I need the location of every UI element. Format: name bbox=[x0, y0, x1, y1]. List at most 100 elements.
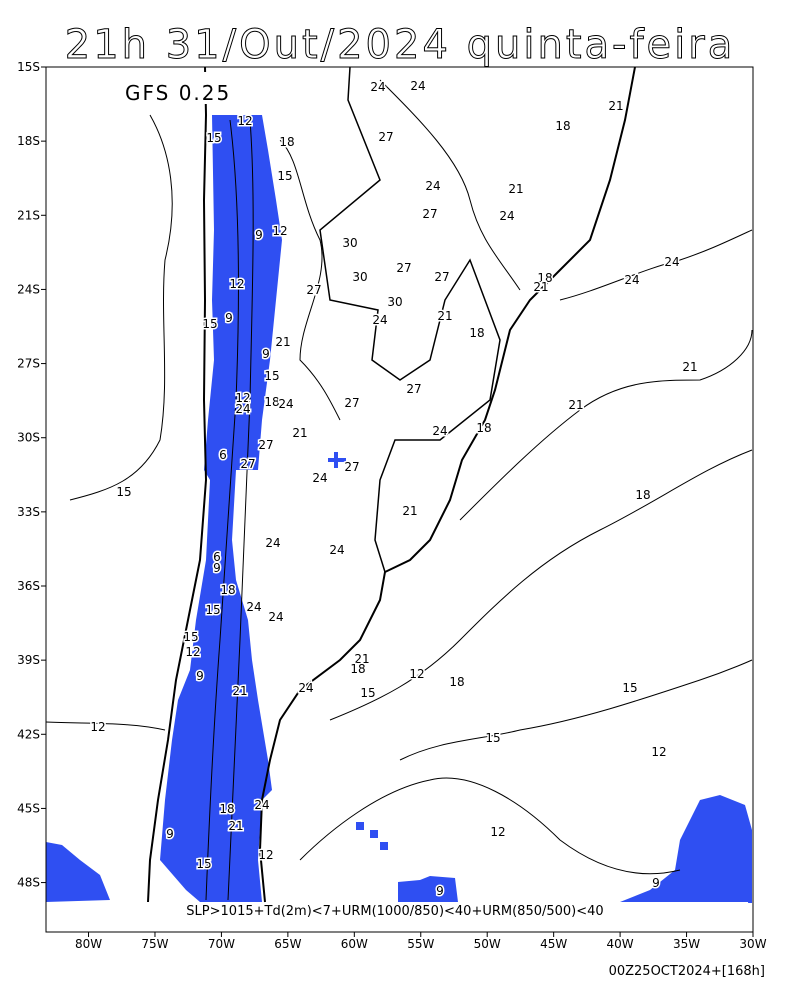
lat-tick-label: 36S bbox=[17, 579, 40, 593]
lon-tick-label: 55W bbox=[407, 937, 434, 951]
contour-label: 21 bbox=[682, 360, 697, 374]
contour-label: 21 bbox=[292, 426, 307, 440]
contour-label: 12 bbox=[409, 667, 424, 681]
contour-label: 24 bbox=[278, 397, 293, 411]
contour-label: 15 bbox=[277, 169, 292, 183]
contour-label: 15 bbox=[205, 603, 220, 617]
contour-label: 27 bbox=[306, 283, 321, 297]
contour-label: 24 bbox=[329, 543, 344, 557]
shaded-andes bbox=[160, 115, 282, 902]
contour-line bbox=[559, 229, 753, 301]
contour-label: 15 bbox=[206, 131, 221, 145]
contour-label: 24 bbox=[254, 798, 269, 812]
lon-tick-label: 75W bbox=[141, 937, 168, 951]
contour-line bbox=[329, 449, 753, 721]
contour-label: 30 bbox=[342, 236, 357, 250]
contour-label: 24 bbox=[624, 273, 639, 287]
contour-label: 9 bbox=[225, 311, 233, 325]
contour-label: 21 bbox=[232, 684, 247, 698]
contour-label: 6 bbox=[213, 550, 221, 564]
lon-tick-label: 70W bbox=[208, 937, 235, 951]
contour-label: 30 bbox=[352, 270, 367, 284]
criteria-label: SLP>1015+Td(2m)<7+URM(1000/850)<40+URM(8… bbox=[186, 904, 603, 919]
contour-label: 15 bbox=[196, 857, 211, 871]
lat-tick-label: 18S bbox=[17, 134, 40, 148]
contour-line bbox=[69, 114, 173, 501]
lat-tick-label: 21S bbox=[17, 208, 40, 222]
lon-tick-label: 60W bbox=[341, 937, 368, 951]
criteria-strip bbox=[46, 903, 753, 932]
contour-label: 18 bbox=[350, 662, 365, 676]
contour-label: 24 bbox=[370, 80, 385, 94]
contour-label: 30 bbox=[387, 295, 402, 309]
shaded-atlantic bbox=[620, 795, 752, 930]
lon-tick-label: 80W bbox=[75, 937, 102, 951]
contour-label: 15 bbox=[264, 369, 279, 383]
contour-label: 18 bbox=[537, 271, 552, 285]
contour-label: 9 bbox=[262, 347, 270, 361]
contour-label: 21 bbox=[354, 652, 369, 666]
lon-tick-label: 50W bbox=[474, 937, 501, 951]
contour-label: 27 bbox=[240, 457, 255, 471]
contour-line bbox=[45, 721, 166, 731]
contour-label: 21 bbox=[228, 819, 243, 833]
contour-label: 12 bbox=[651, 745, 666, 759]
contour-label: 9 bbox=[166, 827, 174, 841]
contour-label: 15 bbox=[183, 630, 198, 644]
contour-label: 27 bbox=[422, 207, 437, 221]
contour-label: 24 bbox=[432, 424, 447, 438]
contour-label: 21 bbox=[275, 335, 290, 349]
shaded-pacific bbox=[46, 842, 110, 902]
contour-label: 15 bbox=[202, 317, 217, 331]
contour-label: 12 bbox=[490, 825, 505, 839]
contour-label: 18 bbox=[220, 583, 235, 597]
contour-label: 18 bbox=[635, 488, 650, 502]
contour-label: 9 bbox=[652, 876, 660, 890]
contour-label: 24 bbox=[425, 179, 440, 193]
lon-tick-label: 30W bbox=[739, 937, 766, 951]
contour-label: 18 bbox=[449, 675, 464, 689]
contour-label: 12 bbox=[229, 277, 244, 291]
lat-tick-label: 27S bbox=[17, 357, 40, 371]
contour-label: 24 bbox=[298, 681, 313, 695]
contour-label: 9 bbox=[436, 884, 444, 898]
contour-label: 24 bbox=[268, 610, 283, 624]
shaded-area bbox=[46, 115, 752, 930]
contour-label: 24 bbox=[246, 600, 261, 614]
contour-label: 12 bbox=[272, 224, 287, 238]
contour-line bbox=[279, 139, 341, 421]
contour-label: 9 bbox=[255, 228, 263, 242]
lat-tick-label: 48S bbox=[17, 876, 40, 890]
contour-label: 27 bbox=[406, 382, 421, 396]
contour-label: 27 bbox=[434, 270, 449, 284]
contour-label: 24 bbox=[265, 536, 280, 550]
contour-line bbox=[227, 119, 254, 901]
contour-label: 24 bbox=[372, 313, 387, 327]
contour-label: 12 bbox=[235, 391, 250, 405]
contour-label: 21 bbox=[508, 182, 523, 196]
contour-label: 6 bbox=[219, 448, 227, 462]
contour-label: 12 bbox=[90, 720, 105, 734]
lat-tick-label: 45S bbox=[17, 801, 40, 815]
contour-label: 12 bbox=[237, 114, 252, 128]
title: 21h 31/Out/2024 quinta-feira bbox=[65, 22, 735, 68]
contour-line bbox=[459, 329, 753, 521]
shaded-atlantic-small bbox=[398, 876, 458, 902]
contour-label: 27 bbox=[258, 438, 273, 452]
contour-line bbox=[399, 659, 753, 761]
run-label: 00Z25OCT2024+[168h] bbox=[609, 964, 765, 979]
contour-label: 27 bbox=[344, 460, 359, 474]
contour-label: 18 bbox=[279, 135, 294, 149]
contour-label: 15 bbox=[116, 485, 131, 499]
shaded-spot bbox=[328, 452, 346, 468]
contour-label: 15 bbox=[485, 731, 500, 745]
contour-label: 15 bbox=[622, 681, 637, 695]
contour-label: 24 bbox=[499, 209, 514, 223]
contour-label: 18 bbox=[469, 326, 484, 340]
contour-label: 24 bbox=[664, 255, 679, 269]
contour-label: 12 bbox=[258, 848, 273, 862]
contour-label: 27 bbox=[344, 396, 359, 410]
lat-tick-label: 15S bbox=[17, 60, 40, 74]
west-coast bbox=[147, 66, 208, 903]
contour-line bbox=[299, 777, 681, 875]
